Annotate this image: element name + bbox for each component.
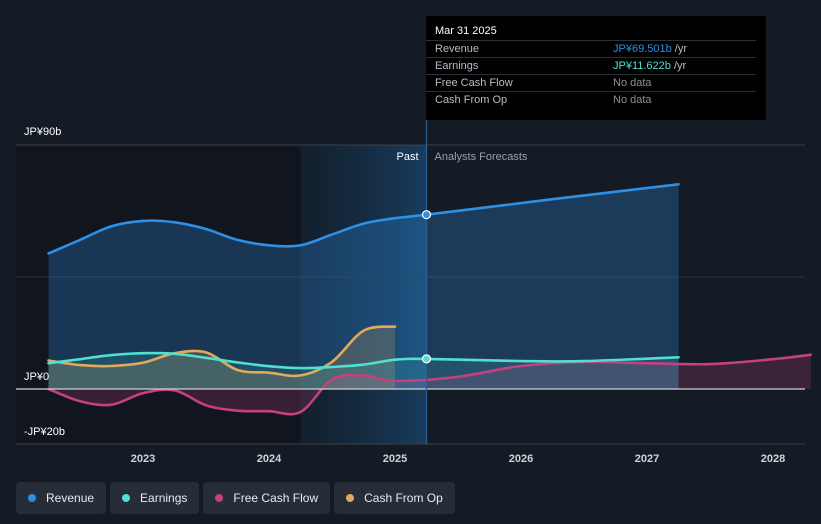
tooltip-value-text: No data bbox=[613, 77, 652, 89]
x-tick-label: 2026 bbox=[509, 453, 533, 465]
legend-dot-icon bbox=[346, 494, 355, 502]
legend: Revenue Earnings Free Cash Flow Cash Fro… bbox=[16, 482, 455, 514]
x-tick-label: 2023 bbox=[131, 453, 155, 465]
tooltip-row-revenue: Revenue JP¥69.501b /yr bbox=[426, 40, 756, 58]
area-free-cash-flow bbox=[48, 354, 811, 415]
tooltip-label: Earnings bbox=[435, 60, 479, 72]
tooltip-value-text: JP¥69.501b bbox=[613, 43, 672, 55]
line-free-cash-flow bbox=[47, 353, 813, 416]
marker-revenue bbox=[421, 210, 432, 220]
y-axis-top-label: JP¥90b bbox=[24, 126, 62, 138]
area-revenue bbox=[48, 184, 679, 389]
tooltip-value: No data bbox=[613, 77, 652, 89]
legend-item-cash-from-op[interactable]: Cash From Op bbox=[334, 482, 455, 514]
tooltip-label: Revenue bbox=[435, 43, 480, 55]
tooltip-row-earnings: Earnings JP¥11.622b /yr bbox=[426, 57, 756, 75]
tooltip-value-text: JP¥11.622b bbox=[613, 60, 671, 72]
tooltip-label: Cash From Op bbox=[435, 94, 508, 106]
hover-tooltip: Mar 31 2025 Revenue JP¥69.501b /yr Earni… bbox=[426, 16, 766, 120]
tooltip-value: JP¥69.501b /yr bbox=[613, 43, 687, 55]
x-tick-label: 2024 bbox=[257, 453, 282, 465]
legend-item-revenue[interactable]: Revenue bbox=[16, 482, 107, 514]
legend-dot-icon bbox=[28, 494, 36, 502]
area-cash-from-op bbox=[48, 326, 395, 389]
tooltip-row-free-cash-flow: Free Cash Flow No data bbox=[426, 74, 756, 92]
tooltip-value: No data bbox=[613, 94, 652, 106]
legend-label: Cash From Op bbox=[364, 491, 443, 505]
y-axis-bottom-label: -JP¥20b bbox=[24, 426, 65, 438]
legend-label: Revenue bbox=[46, 491, 95, 505]
line-revenue bbox=[47, 183, 680, 255]
y-axis-zero-label: JP¥0 bbox=[24, 371, 50, 383]
past-label: Past bbox=[396, 151, 418, 163]
tooltip-value: JP¥11.622b /yr bbox=[613, 60, 686, 72]
legend-dot-icon bbox=[215, 494, 224, 502]
x-tick-label: 2028 bbox=[761, 453, 785, 465]
legend-dot-icon bbox=[122, 494, 131, 502]
marker-earnings bbox=[421, 354, 432, 364]
legend-label: Free Cash Flow bbox=[233, 491, 319, 505]
x-tick-label: 2027 bbox=[635, 453, 659, 465]
tooltip-date: Mar 31 2025 bbox=[435, 25, 497, 37]
tooltip-unit: /yr bbox=[671, 43, 687, 55]
x-tick-label: 2025 bbox=[383, 453, 407, 465]
legend-item-earnings[interactable]: Earnings bbox=[110, 482, 200, 514]
legend-label: Earnings bbox=[140, 491, 188, 505]
legend-item-free-cash-flow[interactable]: Free Cash Flow bbox=[203, 482, 331, 514]
tooltip-row-cash-from-op: Cash From Op No data bbox=[426, 91, 756, 109]
tooltip-unit: /yr bbox=[670, 60, 687, 72]
tooltip-label: Free Cash Flow bbox=[435, 77, 513, 89]
line-earnings bbox=[47, 351, 680, 370]
past-highlight-band bbox=[300, 145, 427, 444]
tooltip-value-text: No data bbox=[613, 94, 652, 106]
forecast-label: Analysts Forecasts bbox=[435, 151, 528, 163]
